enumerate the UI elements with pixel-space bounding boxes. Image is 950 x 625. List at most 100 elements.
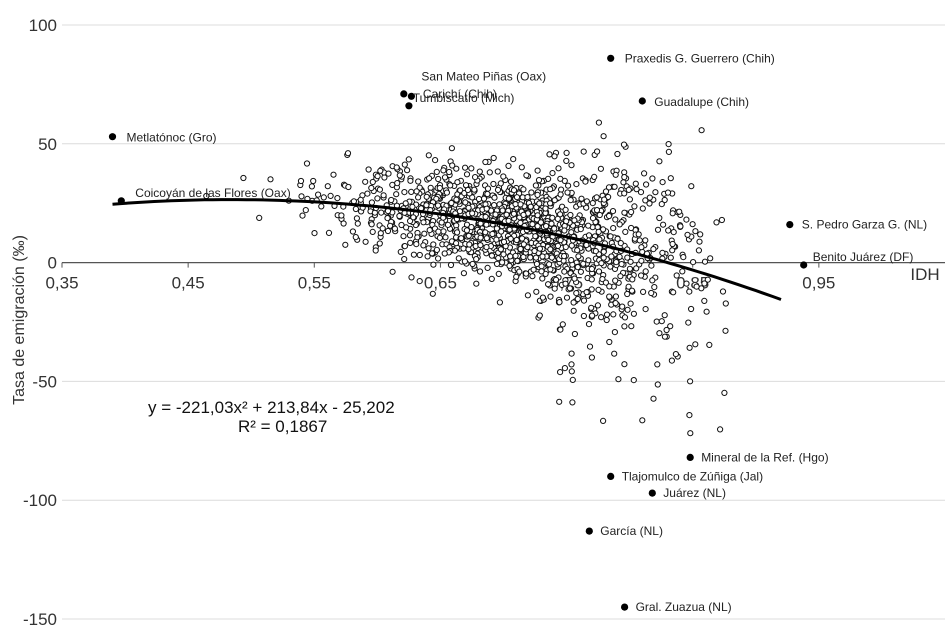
data-point [429,290,436,297]
data-point [476,168,483,175]
data-point [654,381,661,388]
data-point [320,194,327,201]
data-point [435,255,442,262]
data-point [580,148,587,155]
data-point [580,312,588,320]
data-point [510,210,518,217]
data-point [464,186,471,194]
data-point [505,162,512,169]
data-point [713,219,720,226]
data-point [349,228,356,235]
data-point [659,179,666,186]
data-point [628,287,636,294]
data-point [393,164,400,171]
point-label: Benito Juárez (DF) [813,250,914,264]
data-point [626,265,634,272]
data-point [650,395,657,402]
data-point [531,247,538,255]
data-point [669,210,676,217]
data-point [387,222,394,229]
data-point [368,184,375,192]
data-point [660,221,667,228]
data-point [603,316,610,324]
data-point [506,262,513,269]
data-point [407,239,414,246]
data-point [585,222,592,229]
data-point [513,273,520,280]
data-point [324,183,331,190]
data-point [568,350,575,357]
data-point [444,221,452,228]
data-point [538,268,545,275]
data-point [543,223,550,230]
data-point [665,148,673,155]
data-point [532,182,540,189]
data-point [570,307,577,314]
data-point [580,260,587,267]
data-point [483,244,490,251]
data-point [493,260,501,267]
data-point [409,203,416,210]
point-label: Tumbiscatío (Mich) [413,91,515,105]
data-point [549,170,556,177]
data-point [562,280,569,287]
data-point [330,171,337,178]
data-point [648,262,655,269]
data-point [661,333,669,340]
data-point [362,178,369,185]
data-point [537,219,545,226]
data-point [717,426,724,433]
data-point [424,253,431,260]
data-point [595,119,603,126]
data-point [551,225,558,232]
data-point [611,350,618,357]
data-point [583,198,591,205]
data-point [685,319,692,326]
data-point [617,273,624,280]
data-point [599,276,606,283]
data-point [405,156,412,163]
data-point [499,259,506,266]
data-point [658,201,665,208]
data-point [420,242,427,249]
data-point [582,178,589,185]
x-tick-label: 0,95 [802,274,835,293]
data-point [610,225,617,232]
data-point [402,200,409,207]
data-point [495,270,502,277]
x-tick-label: 0,45 [172,274,205,293]
labeled-points: Praxedis G. Guerrero (Chih) San Mateo Piñ… [108,51,927,614]
data-point [656,214,663,222]
data-point [492,211,499,218]
point-label: Praxedis G. Guerrero (Chih) [625,51,775,65]
data-point [617,240,624,247]
data-point [327,192,334,199]
data-point [425,152,432,159]
data-point [334,195,341,202]
data-point [640,288,647,295]
data-point [484,185,492,192]
data-point [426,175,433,182]
data-point [701,280,708,287]
data-point [514,257,521,264]
data-point [638,272,645,279]
data-point [455,255,462,262]
data-point [389,181,396,188]
data-point [557,175,564,182]
trend-r2: R² = 0,1867 [238,417,327,436]
data-point [687,378,694,385]
data-point [534,223,541,230]
data-point [598,314,605,321]
data-point [565,182,572,189]
data-point [497,246,504,253]
data-point [595,268,603,275]
data-point [340,220,347,227]
data-point [670,229,677,236]
data-point [704,276,711,283]
data-point [688,305,695,313]
data-point [630,310,638,317]
labeled-point [686,453,694,461]
data-point [595,286,602,293]
data-point [533,288,540,295]
data-point [344,150,352,157]
